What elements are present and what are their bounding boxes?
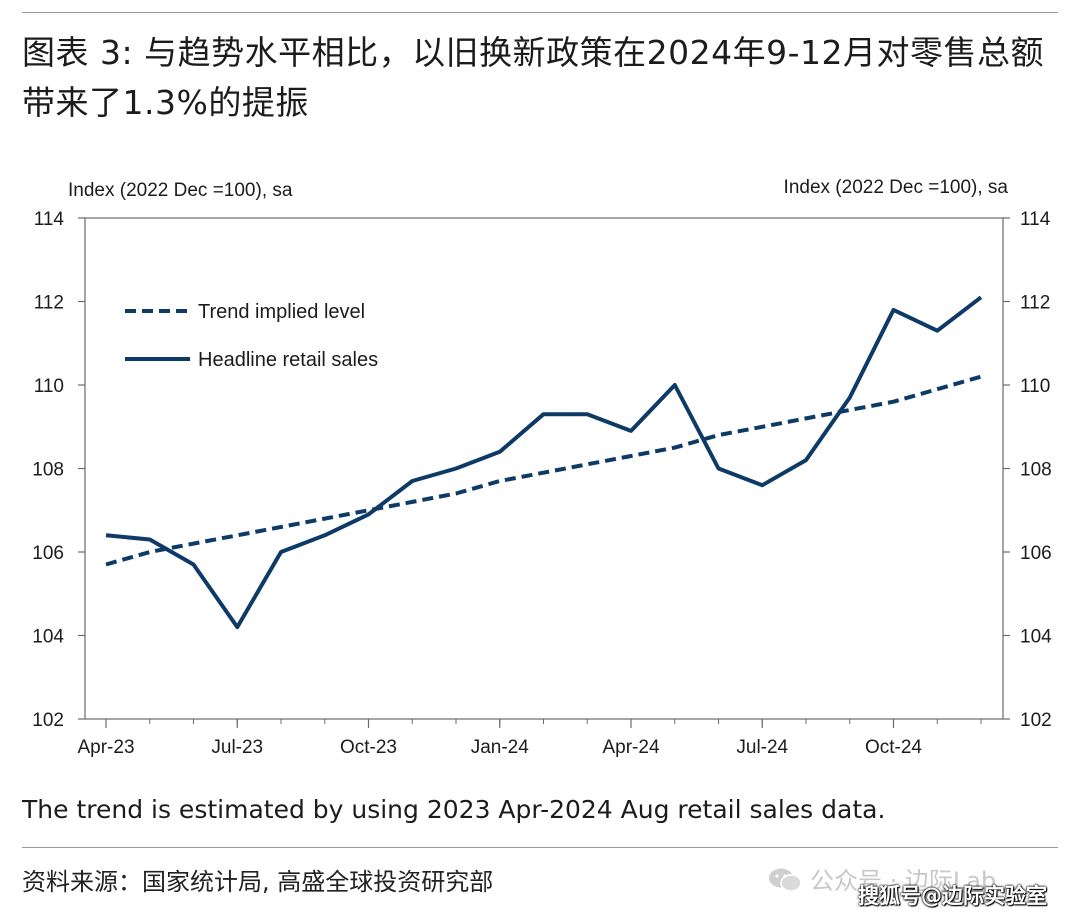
y-tick-label-right: 112	[1020, 293, 1050, 314]
headline-line	[105, 295, 983, 630]
watermark-text: 公众号 · 边际Lab	[810, 867, 997, 895]
x-tick-label: Apr-24	[602, 737, 659, 758]
left-axis-label: Index (2022 Dec =100), sa	[68, 180, 293, 201]
y-tick-label-right: 114	[1020, 209, 1051, 230]
watermark-wechat: 公众号 · 边际Lab	[768, 861, 996, 896]
top-rule	[22, 12, 1058, 13]
footnote: The trend is estimated by using 2023 Apr…	[22, 795, 886, 824]
y-tick-label-right: 110	[1020, 376, 1050, 397]
y-tick-label-left: 106	[32, 543, 64, 564]
wechat-icon	[769, 868, 802, 892]
y-tick-label-left: 104	[32, 627, 64, 648]
right-axis-label: Index (2022 Dec =100), sa	[784, 177, 1009, 198]
x-tick-label: Jul-24	[736, 737, 788, 758]
watermark-sohu: 搜狐号@边际实验室	[858, 884, 1047, 908]
y-tick-label-right: 106	[1020, 543, 1052, 564]
x-tick-label: Apr-23	[77, 737, 134, 758]
y-tick-label-left: 112	[34, 293, 64, 314]
x-tick-label: Jul-23	[211, 737, 263, 758]
chart-title: 图表 3: 与趋势水平相比，以旧换新政策在2024年9-12月对零售总额带来了1…	[22, 33, 1044, 122]
legend-label: Trend implied level	[198, 301, 365, 323]
trend-line	[105, 374, 982, 567]
x-tick-label: Jan-24	[471, 737, 530, 758]
y-tick-label-right: 108	[1020, 460, 1052, 481]
plot-frame	[84, 217, 1004, 720]
y-tick-label-left: 114	[34, 209, 65, 230]
mid-rule	[22, 847, 1058, 848]
legend-label: Headline retail sales	[198, 349, 378, 371]
source-note: 资料来源：国家统计局, 高盛全球投资研究部	[22, 868, 494, 896]
y-tick-label-left: 102	[32, 710, 64, 731]
y-tick-label-right: 104	[1020, 627, 1052, 648]
y-tick-label-left: 108	[32, 460, 64, 481]
y-tick-label-right: 102	[1020, 710, 1052, 731]
y-tick-label-left: 110	[34, 376, 64, 397]
x-tick-label: Oct-23	[340, 737, 397, 758]
x-tick-label: Oct-24	[865, 737, 922, 758]
